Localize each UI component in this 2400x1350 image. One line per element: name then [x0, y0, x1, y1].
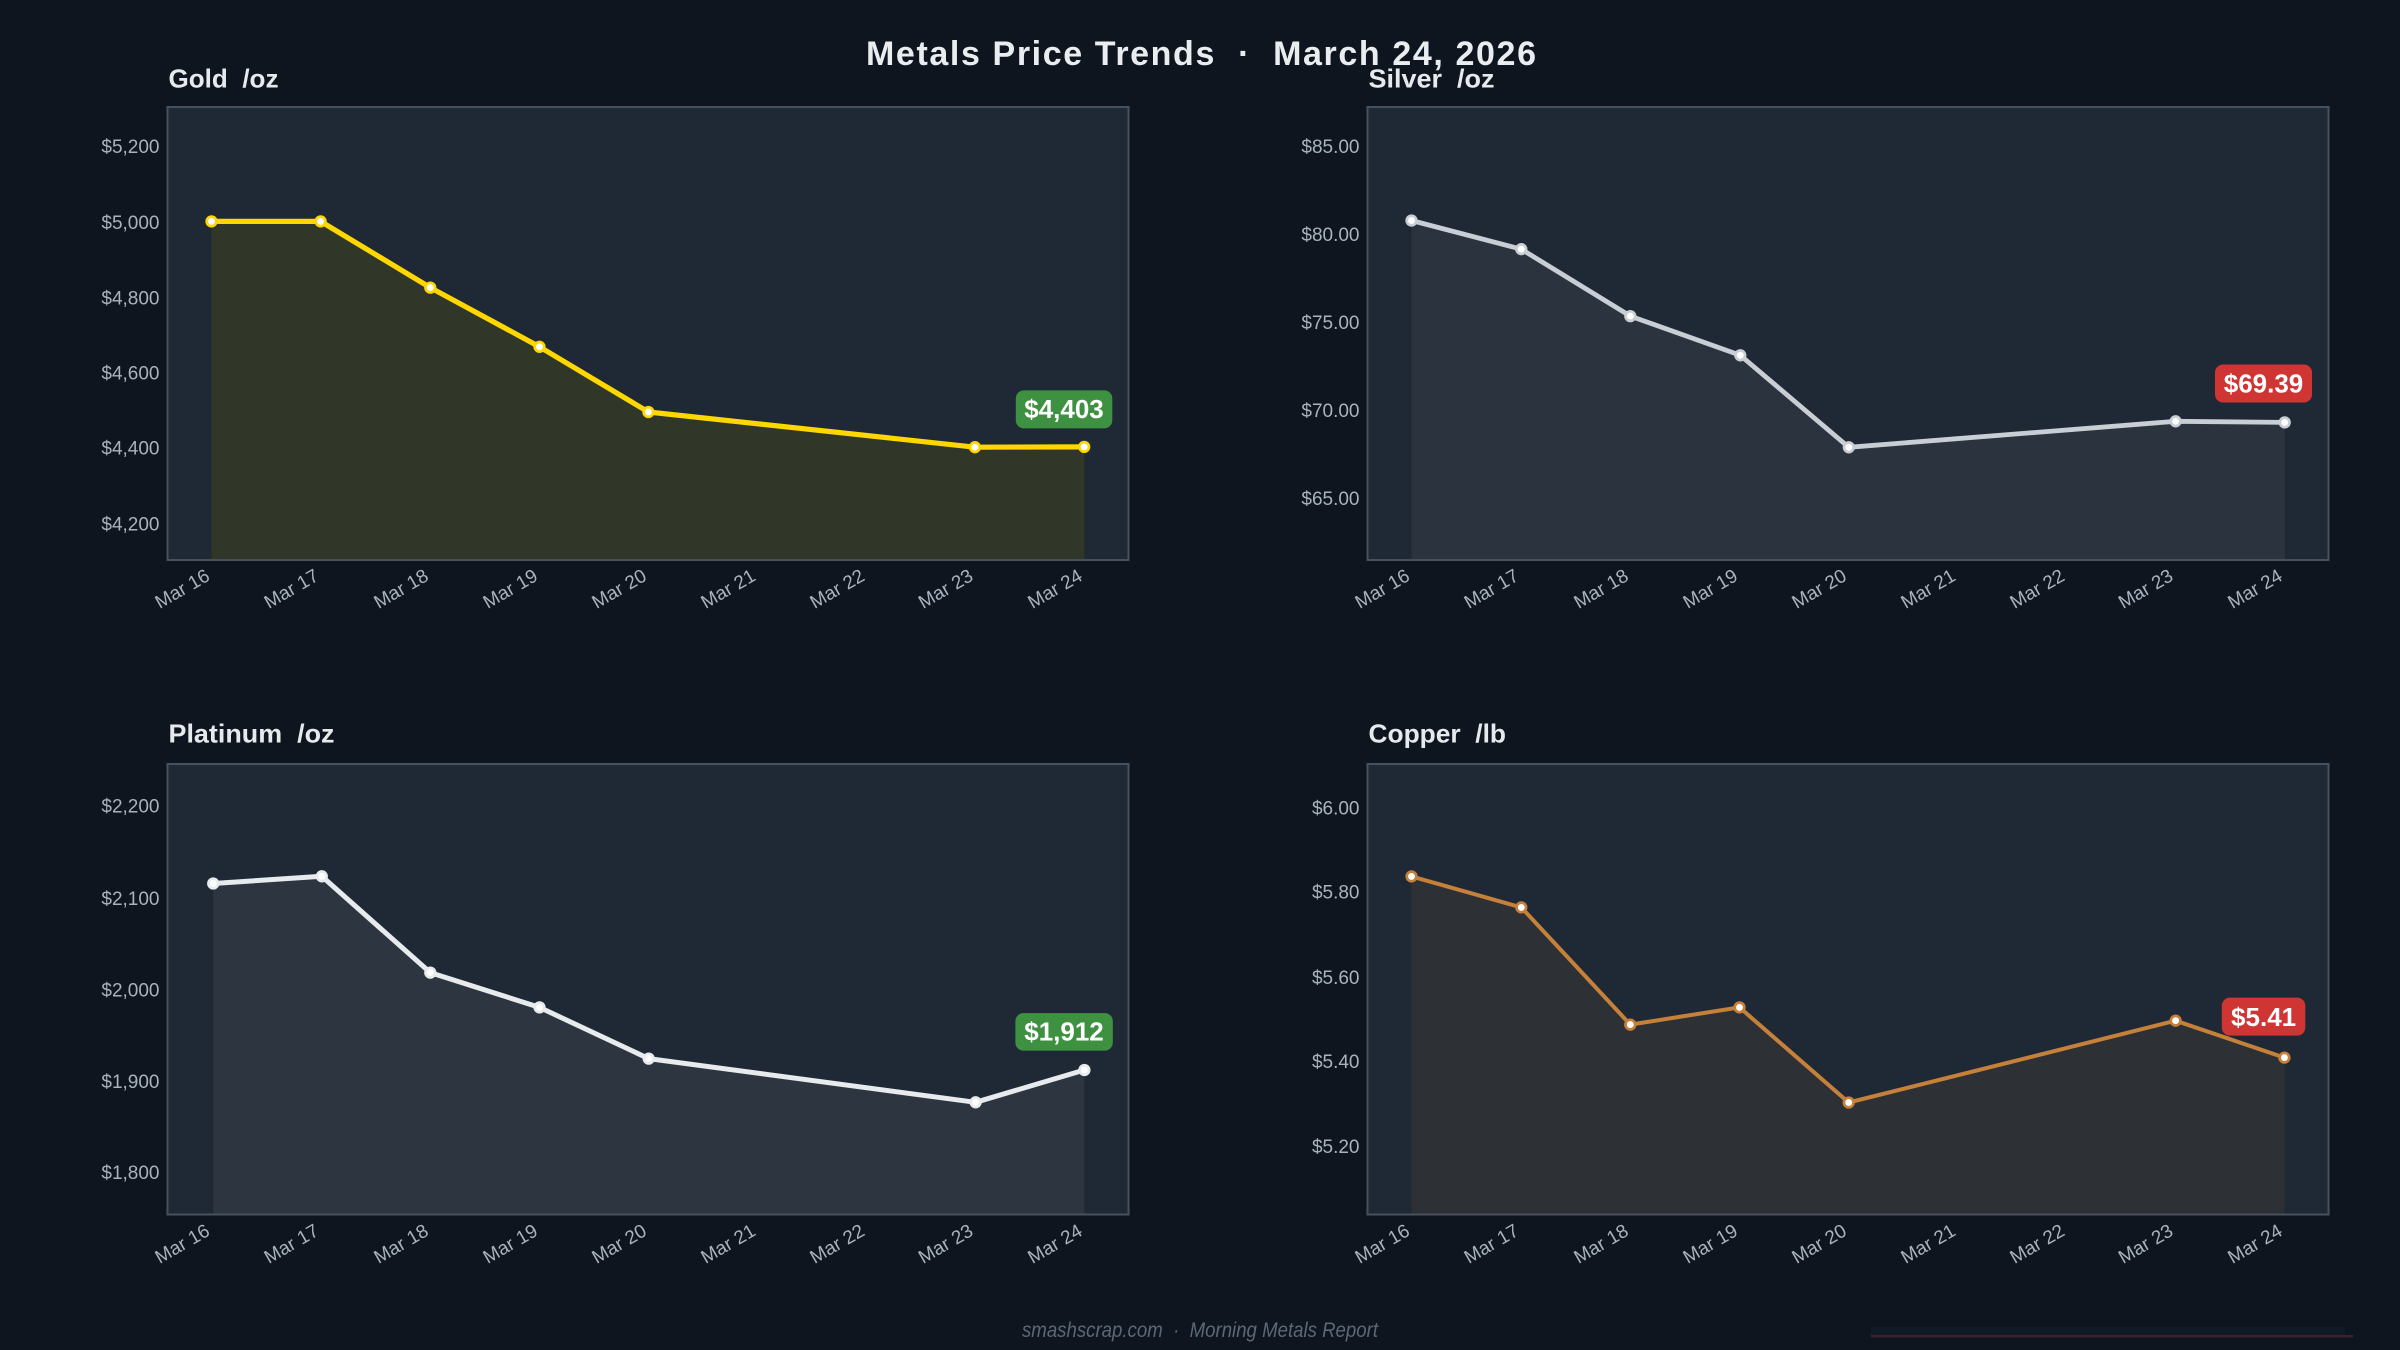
svg-text:$2,000: $2,000 — [101, 981, 159, 1002]
svg-text:$4,600: $4,600 — [101, 364, 159, 385]
svg-text:$2,200: $2,200 — [101, 797, 159, 818]
svg-text:smashscrap.com · Morning Met: smashscrap.com · Morning Metals Report — [1022, 1319, 1379, 1342]
svg-text:$5.60: $5.60 — [1312, 968, 1360, 989]
svg-text:$5.41: $5.41 — [2231, 1002, 2296, 1032]
svg-text:$6.00: $6.00 — [1312, 799, 1360, 820]
svg-text:$5,200: $5,200 — [101, 137, 159, 158]
svg-text:$69.39: $69.39 — [2224, 368, 2304, 398]
svg-text:Platinum /oz: Platinum /oz — [169, 719, 335, 749]
svg-text:Metals Price Trends · March: Metals Price Trends · March 24, 2026 — [866, 35, 1536, 73]
svg-text:$5.40: $5.40 — [1312, 1052, 1360, 1073]
svg-text:$4,200: $4,200 — [101, 515, 159, 536]
svg-text:$5,000: $5,000 — [101, 213, 159, 234]
svg-text:$2,100: $2,100 — [101, 889, 159, 910]
svg-text:$4,800: $4,800 — [101, 289, 159, 310]
svg-text:$4,400: $4,400 — [101, 439, 159, 460]
svg-text:$85.00: $85.00 — [1301, 137, 1359, 158]
svg-text:$1,912: $1,912 — [1024, 1017, 1104, 1047]
svg-text:Gold /oz: Gold /oz — [169, 64, 279, 94]
svg-text:$70.00: $70.00 — [1301, 401, 1359, 422]
svg-text:$4,403: $4,403 — [1024, 394, 1104, 424]
svg-text:$65.00: $65.00 — [1301, 489, 1359, 510]
svg-text:$75.00: $75.00 — [1301, 313, 1359, 334]
svg-text:$80.00: $80.00 — [1301, 225, 1359, 246]
svg-text:Copper /lb: Copper /lb — [1369, 719, 1507, 749]
svg-text:$5.80: $5.80 — [1312, 883, 1360, 904]
svg-text:$1,900: $1,900 — [101, 1072, 159, 1093]
svg-text:$5.20: $5.20 — [1312, 1137, 1360, 1158]
svg-text:$1,800: $1,800 — [101, 1163, 159, 1184]
svg-text:Silver /oz: Silver /oz — [1369, 64, 1495, 94]
